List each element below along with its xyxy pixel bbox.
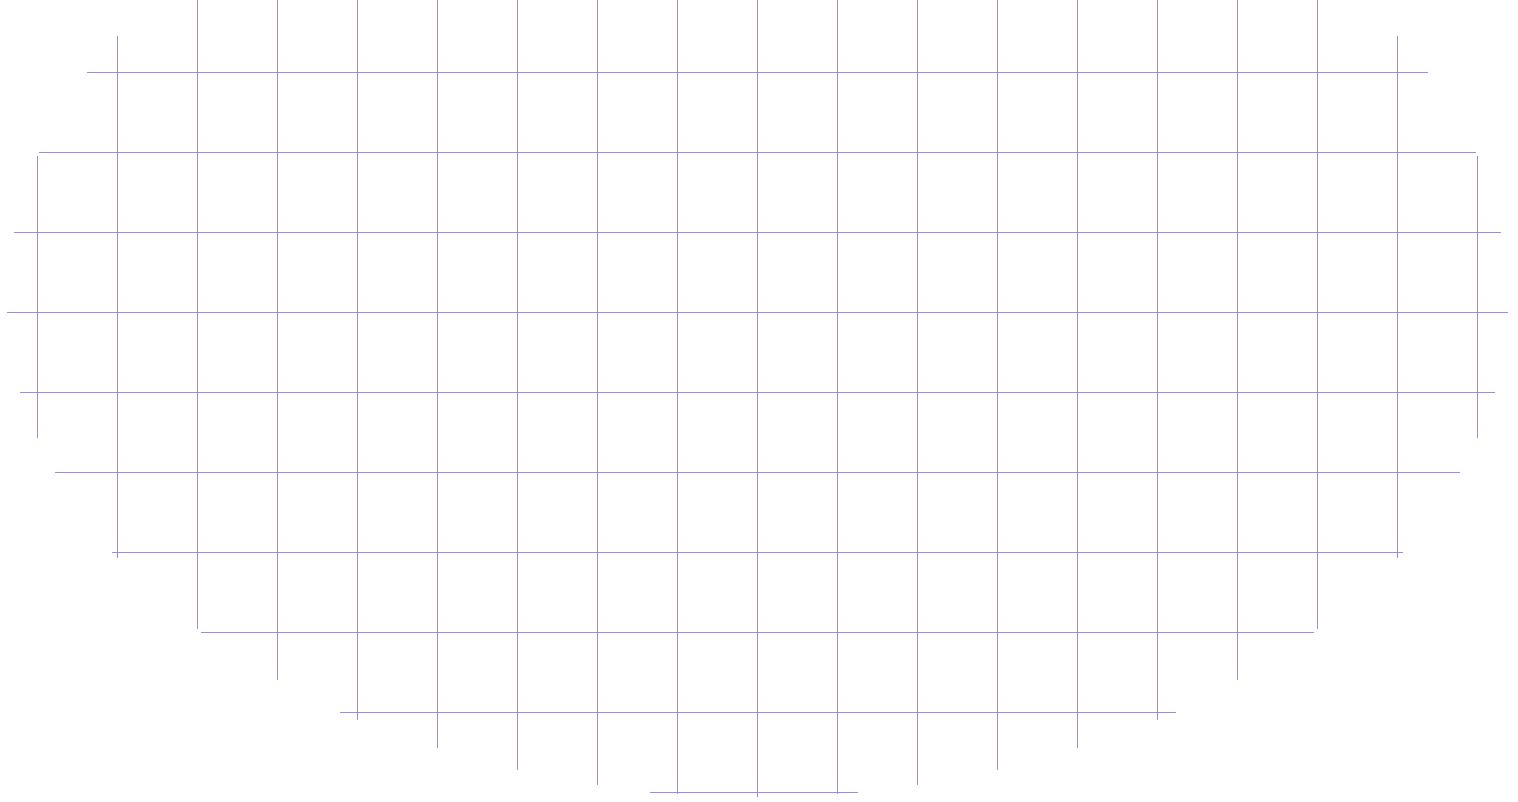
grid-horizontal-line bbox=[87, 72, 1428, 73]
grid-horizontal-line bbox=[7, 312, 1508, 313]
grid-vertical-line bbox=[1397, 36, 1398, 558]
grid-vertical-line bbox=[1077, 0, 1078, 748]
grid-horizontal-line bbox=[14, 232, 1501, 233]
grid-horizontal-line bbox=[112, 552, 1403, 553]
grid-vertical-line bbox=[1157, 0, 1158, 720]
grid-horizontal-line bbox=[650, 792, 858, 793]
grid-vertical-line bbox=[1237, 0, 1238, 680]
grid-vertical-line bbox=[917, 0, 918, 785]
grid-vertical-line bbox=[1477, 156, 1478, 438]
grid-horizontal-line bbox=[20, 392, 1495, 393]
grid-vertical-line bbox=[197, 0, 198, 629]
grid-vertical-line bbox=[437, 0, 438, 748]
grid-vertical-line bbox=[37, 156, 38, 438]
grid-vertical-line bbox=[277, 0, 278, 680]
grid-vertical-line bbox=[517, 0, 518, 770]
grid-horizontal-line bbox=[340, 712, 1176, 713]
grid-horizontal-line bbox=[39, 152, 1476, 153]
grid-horizontal-line bbox=[201, 632, 1314, 633]
grid-vertical-line bbox=[837, 0, 838, 794]
grid-vertical-line bbox=[597, 0, 598, 785]
grid-vertical-line bbox=[757, 0, 758, 797]
grid-vertical-line bbox=[677, 0, 678, 794]
grid-vertical-line bbox=[117, 36, 118, 558]
grid-vertical-line bbox=[1317, 0, 1318, 629]
grid-vertical-line bbox=[997, 0, 998, 770]
grid-vertical-line bbox=[357, 0, 358, 720]
grid-horizontal-line bbox=[55, 472, 1460, 473]
